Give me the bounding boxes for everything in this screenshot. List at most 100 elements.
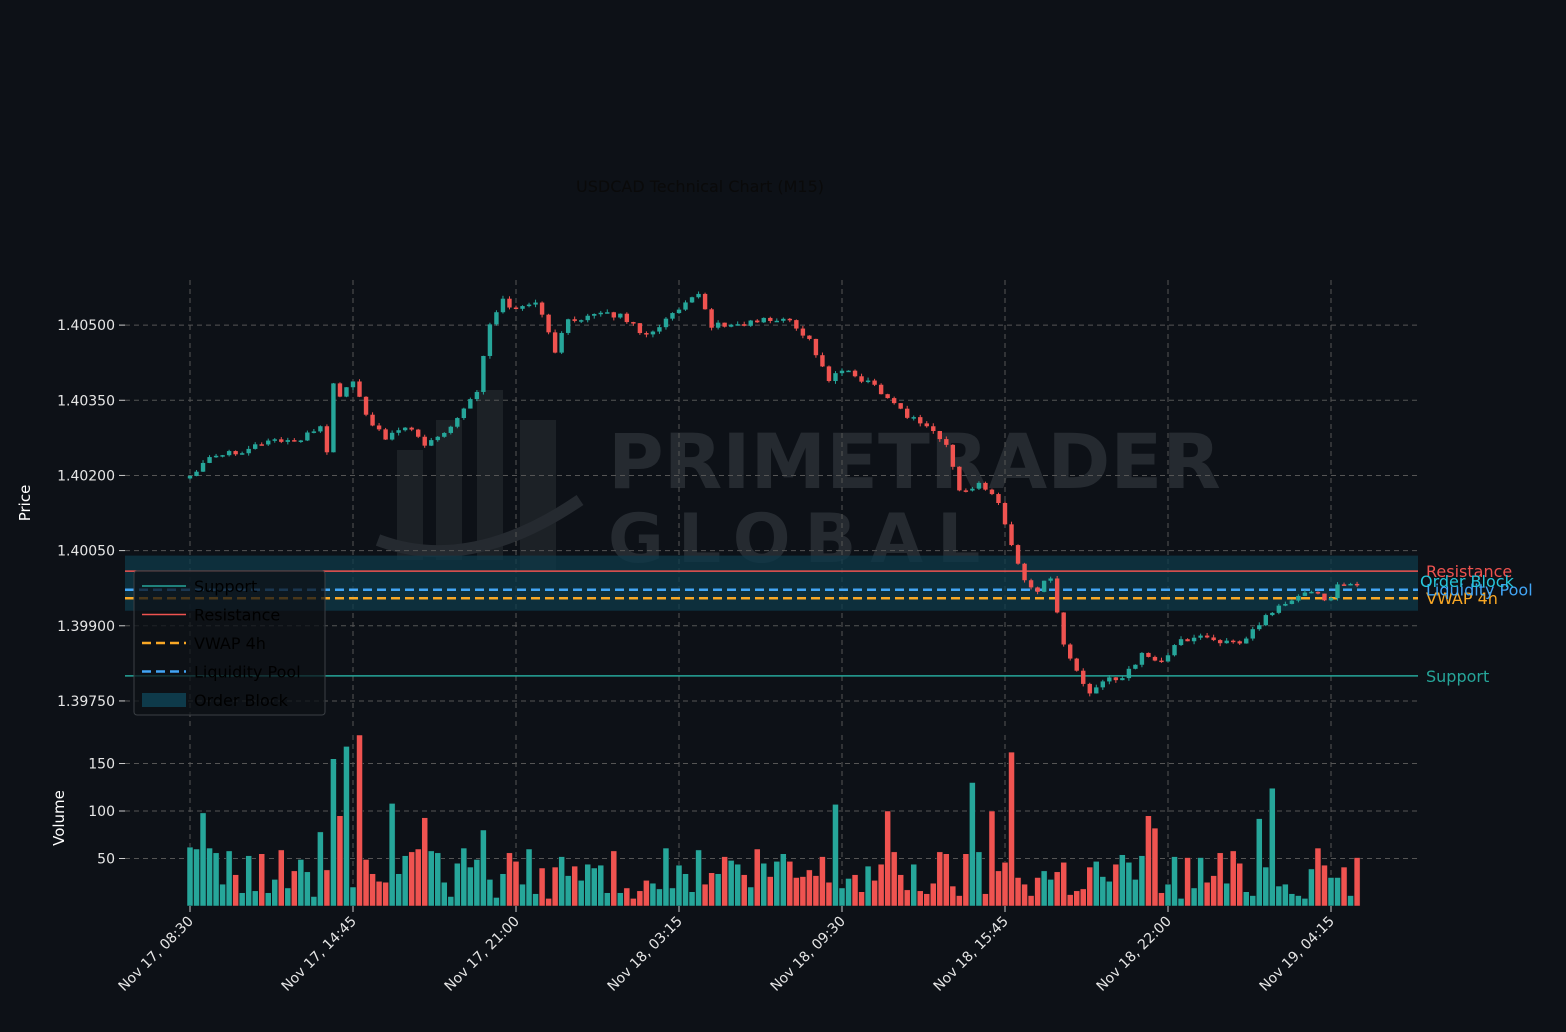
volume-bar <box>610 850 618 907</box>
volume-bar <box>512 861 520 907</box>
candle-body <box>494 312 499 325</box>
candle-body <box>305 432 310 441</box>
candle-body <box>389 432 395 440</box>
candle-body <box>976 482 982 489</box>
candle-body <box>898 403 903 409</box>
candle-body <box>1250 629 1255 639</box>
candle-body <box>670 313 675 319</box>
volume-bar <box>1001 862 1009 907</box>
candle-body <box>1224 640 1229 644</box>
candle-body <box>950 444 956 467</box>
candle-body <box>357 381 362 397</box>
volume-bar <box>975 851 983 907</box>
candle-body <box>324 426 330 453</box>
candle-body <box>1159 660 1164 663</box>
candle-body <box>468 399 473 409</box>
candle-body <box>500 298 506 313</box>
volume-bar <box>1203 882 1211 907</box>
candle-body <box>194 471 199 476</box>
candle-body <box>448 426 453 433</box>
volume-bar <box>851 874 859 907</box>
candle-body <box>1133 664 1138 669</box>
volume-bar <box>525 848 533 907</box>
volume-bar <box>369 873 376 907</box>
volume-bars <box>186 734 1361 907</box>
volume-bar <box>897 874 904 907</box>
volume-bar <box>740 874 748 907</box>
volume-bar <box>408 851 415 907</box>
candle-body <box>813 338 819 356</box>
candle-body <box>350 381 356 388</box>
volume-bar <box>480 829 487 907</box>
volume-bar <box>604 892 611 907</box>
volume-bar <box>864 865 872 907</box>
volume-bar <box>427 850 435 907</box>
candle-body <box>226 451 232 456</box>
candle-body <box>416 429 421 437</box>
volume-bar <box>225 850 233 907</box>
volume-bar <box>388 803 396 907</box>
volume-bar <box>571 865 578 907</box>
volume-bar <box>1014 877 1022 907</box>
level-label-liquidity-pool: Liquidity Pool <box>1426 581 1533 600</box>
volume-bar <box>1145 815 1152 907</box>
candle-body <box>637 323 643 334</box>
candle-body <box>905 408 910 418</box>
volume-bar <box>753 848 761 907</box>
volume-bar <box>441 882 448 907</box>
volume-bar <box>349 886 357 907</box>
candle-body <box>702 293 708 310</box>
candle-body <box>455 418 460 427</box>
candle-body <box>344 387 349 397</box>
candle-body <box>839 370 845 374</box>
order-block-zone <box>125 555 1418 611</box>
candle-body <box>1315 591 1321 594</box>
candle-body <box>918 417 923 424</box>
candle-body <box>1270 612 1275 616</box>
candle-body <box>1335 584 1340 599</box>
volume-bar <box>1353 857 1361 907</box>
volume-bar <box>1269 787 1276 907</box>
level-label-support: Support <box>1426 667 1489 686</box>
volume-bar <box>206 847 213 907</box>
candle-body <box>402 427 408 431</box>
candle-body <box>989 489 995 495</box>
volume-bar <box>969 782 976 907</box>
watermark-bar-2 <box>436 420 462 560</box>
candle-body <box>761 317 766 323</box>
candle-body <box>728 324 734 327</box>
candle-body <box>650 331 656 335</box>
volume-bar <box>962 853 970 907</box>
candle-body <box>872 380 877 385</box>
volume-bar <box>336 815 344 907</box>
watermark-swoosh <box>375 495 584 558</box>
candle-body <box>1289 600 1295 604</box>
volume-bar <box>323 869 331 907</box>
candle-body <box>663 318 669 328</box>
legend: Support Resistance VWAP 4h Liquidity Pool Or… <box>133 570 326 716</box>
volume-bar <box>1060 862 1067 907</box>
candle-body <box>1094 687 1099 694</box>
candle-body <box>996 494 1001 503</box>
candle-body <box>1322 593 1327 601</box>
candle-body <box>461 408 467 419</box>
volume-bar <box>747 886 754 907</box>
volume-bar <box>727 860 735 907</box>
volume-bar <box>832 804 839 907</box>
candle-body <box>689 297 695 303</box>
candle-body <box>187 475 193 479</box>
volume-bar <box>675 864 683 907</box>
volume-bar <box>1249 895 1257 907</box>
volume-bar <box>473 859 481 907</box>
candle-body <box>533 302 538 305</box>
candle-body <box>1198 635 1203 638</box>
volume-bar <box>434 852 442 907</box>
candle-body <box>1048 578 1053 581</box>
volume-bar <box>538 867 546 907</box>
candle-body <box>1244 638 1249 644</box>
volume-bar <box>362 859 370 907</box>
candle-body <box>1068 644 1073 659</box>
candle-body <box>1276 605 1282 613</box>
candle-body <box>220 455 225 457</box>
order-block-label: Order Block <box>1420 572 1515 591</box>
